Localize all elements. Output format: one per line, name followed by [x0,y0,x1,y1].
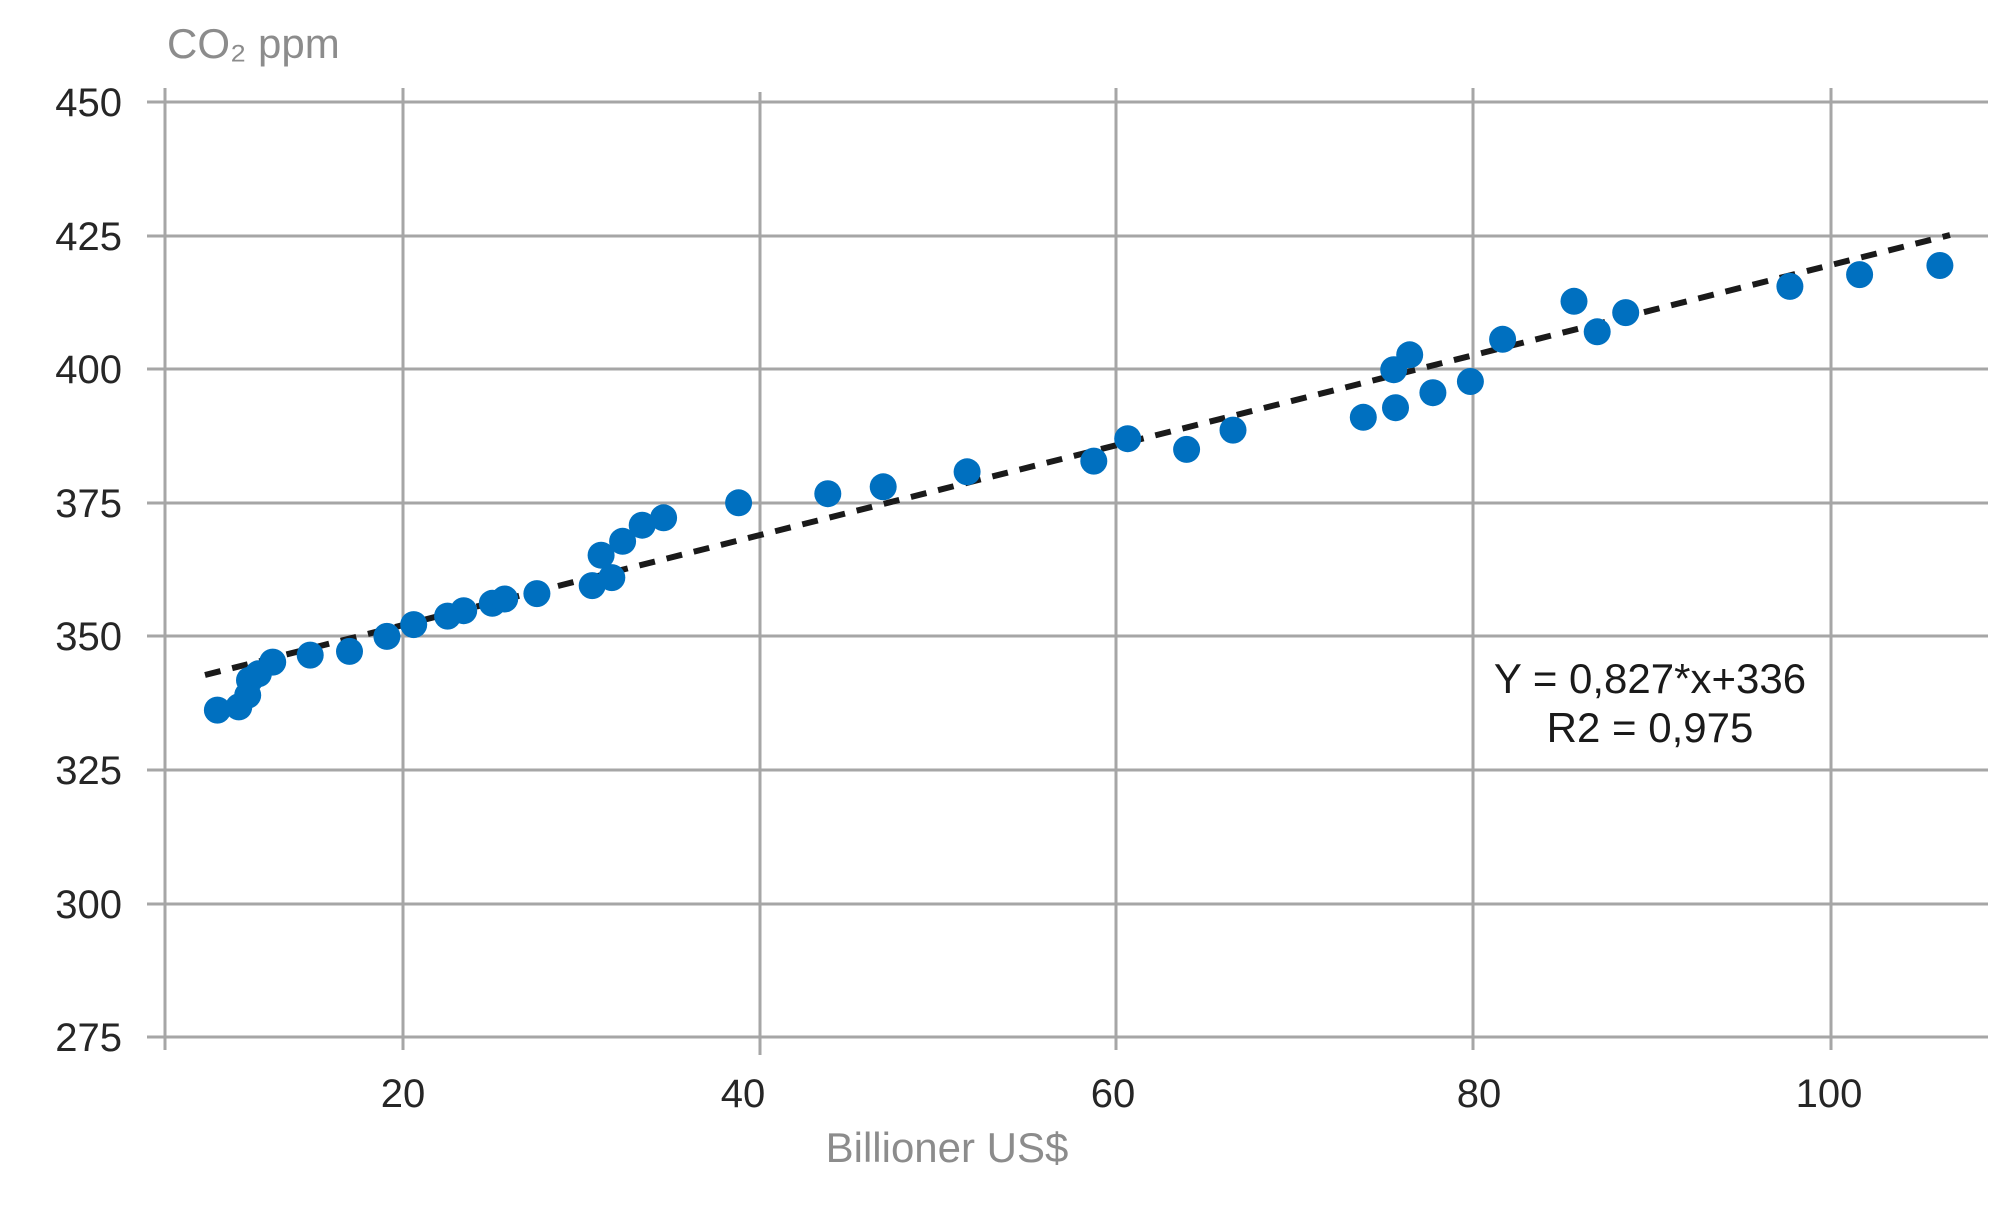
data-point [1583,318,1611,346]
x-tick-label: 20 [381,1072,426,1116]
y-axis-title: CO₂ ppm [167,20,340,67]
data-point [1114,425,1142,453]
data-point [400,611,428,639]
data-point [1612,299,1640,327]
data-point [203,696,231,724]
y-tick-label: 375 [55,482,122,526]
x-tick-label: 60 [1091,1072,1136,1116]
x-axis-title: Billioner US$ [826,1124,1069,1171]
data-point [1560,287,1588,315]
regression-annotation: Y = 0,827*x+336 R2 = 0,975 [1494,655,1806,751]
data-point [1173,435,1201,463]
data-point [1396,341,1424,369]
data-point [1846,261,1874,289]
y-tick-label: 425 [55,215,122,259]
y-tick-label: 400 [55,348,122,392]
horizontal-gridlines [147,100,1988,1039]
vertical-gridlines [163,88,1833,1055]
y-tick-label: 275 [55,1016,122,1060]
data-point [1349,403,1377,431]
y-tick-label: 350 [55,615,122,659]
equation-label: Y = 0,827*x+336 [1494,655,1806,702]
data-point [523,580,551,608]
data-point [491,585,519,613]
data-point [953,458,981,486]
x-tick-label: 40 [721,1072,766,1116]
data-point [1419,379,1447,407]
data-point [628,511,656,539]
r2-label: R2 = 0,975 [1547,704,1754,751]
y-tick-label: 325 [55,749,122,793]
y-tick-label: 300 [55,883,122,927]
data-points [203,252,1954,724]
data-point [869,473,897,501]
data-point [1489,325,1517,353]
data-point [598,564,626,592]
data-point [336,637,363,665]
data-point [259,648,287,676]
data-point [587,541,615,569]
data-point [450,597,478,625]
data-point [1080,447,1108,475]
x-tick-labels: 20 40 60 80 100 [381,1072,1863,1116]
y-tick-label: 450 [55,81,122,125]
data-point [1776,272,1804,300]
data-point [1456,368,1484,395]
data-point [609,527,637,555]
data-point [725,489,753,517]
data-point [296,641,324,669]
data-point [373,622,401,650]
x-tick-label: 80 [1457,1072,1502,1116]
x-tick-label: 100 [1796,1072,1863,1116]
data-point [650,504,678,532]
trendline [204,232,1951,678]
data-point [1382,394,1409,422]
data-point [1219,416,1247,444]
y-tick-labels: 450 425 400 375 350 325 300 275 [55,81,122,1060]
data-point [1926,252,1954,279]
data-point [814,480,842,508]
